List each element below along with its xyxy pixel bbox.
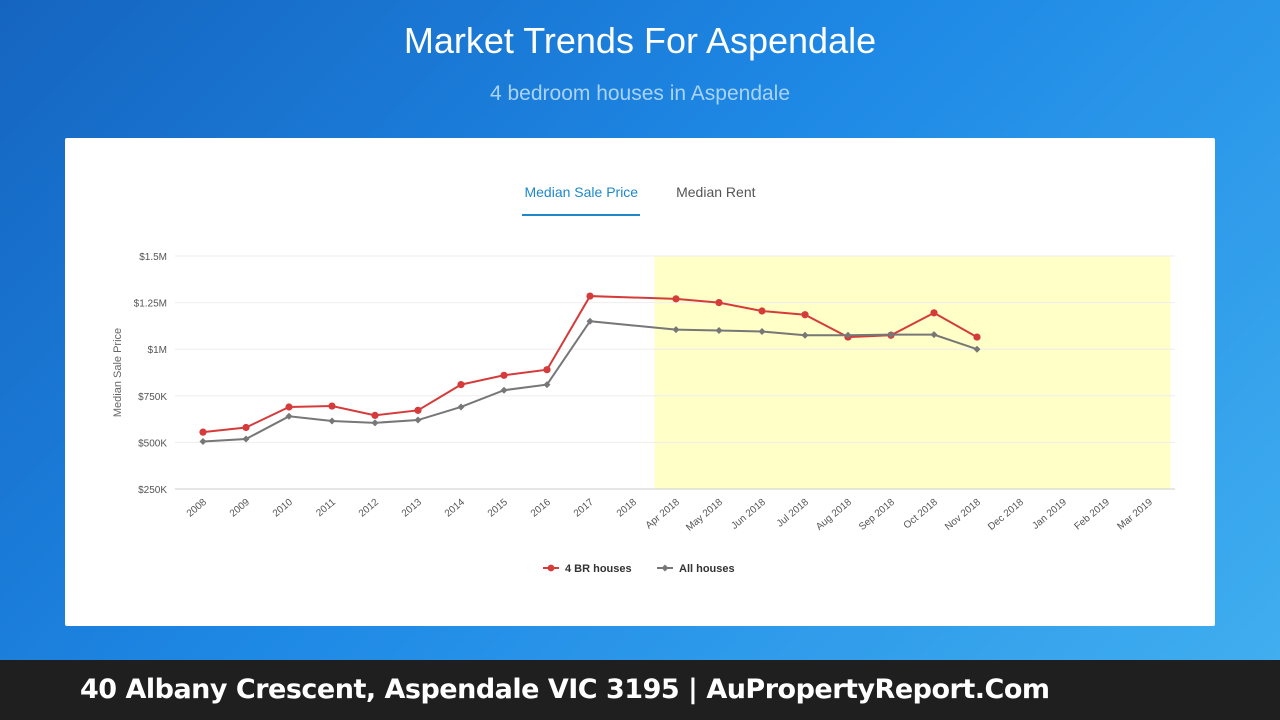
y-tick-label: $250K (138, 485, 167, 496)
x-tick-label: Oct 2018 (902, 497, 940, 532)
data-point (199, 428, 207, 436)
x-tick-label: 2018 (615, 497, 639, 520)
y-tick-label: $1.5M (139, 252, 167, 263)
data-point (887, 331, 895, 339)
data-point (801, 311, 809, 319)
data-point (457, 381, 465, 389)
data-point (672, 295, 680, 303)
data-point (242, 435, 250, 443)
line-chart: $250K $500K $750K $1M $1.25M $1.5M Median Sale… (112, 252, 1175, 575)
data-point (586, 292, 594, 300)
data-point (930, 331, 938, 339)
data-point (844, 331, 852, 339)
x-tick-label: Jun 2018 (729, 497, 768, 532)
x-tick-label: Feb 2019 (1072, 497, 1112, 533)
data-point (543, 366, 551, 374)
y-tick-label: $750K (138, 392, 167, 403)
y-tick-label: $500K (138, 438, 167, 449)
series-all-houses (199, 317, 981, 445)
x-tick-label: 2009 (228, 497, 252, 520)
x-tick-label: 2012 (357, 497, 381, 520)
page-subtitle: 4 bedroom houses in Aspendale (489, 82, 791, 105)
footer-address: 40 Albany Crescent, Aspendale VIC 3195 |… (80, 674, 1050, 705)
data-point (973, 333, 981, 341)
data-point (285, 412, 293, 420)
data-point (371, 411, 379, 419)
data-point (371, 419, 379, 427)
data-point (973, 345, 981, 353)
data-point (715, 327, 723, 335)
data-point (199, 437, 207, 445)
x-tick-label: Dec 2018 (986, 497, 1026, 533)
data-point (758, 327, 766, 335)
x-tick-label: 2011 (314, 497, 338, 520)
x-tick-label: 2015 (486, 497, 510, 520)
footer-bar: 40 Albany Crescent, Aspendale VIC 3195 |… (0, 660, 1280, 720)
series-4br-houses (199, 292, 981, 436)
data-point (500, 371, 508, 379)
data-point (543, 381, 551, 389)
x-tick-label: 2014 (443, 497, 467, 520)
y-axis-label: Median Sale Price (112, 328, 124, 417)
forecast-highlight-band (654, 256, 1171, 489)
data-point (758, 307, 766, 315)
x-tick-label: Jan 2019 (1030, 497, 1069, 532)
data-point (500, 386, 508, 394)
x-tick-label: 2013 (400, 497, 424, 520)
x-tick-label: 2010 (271, 497, 295, 520)
series-line (202, 320, 978, 443)
legend-marker (661, 564, 669, 572)
legend-marker (547, 564, 555, 572)
x-tick-label: 2016 (529, 497, 553, 520)
data-point (801, 331, 809, 339)
x-tick-label: Aug 2018 (814, 497, 854, 533)
data-point (285, 403, 293, 411)
data-point (414, 406, 422, 414)
tab-median-sale-price[interactable]: Median Sale Price (522, 182, 641, 216)
tab-bar: Median Sale Price Median Rent (65, 182, 1215, 216)
x-tick-label: Jul 2018 (775, 497, 811, 530)
series-line (202, 295, 978, 434)
tab-median-rent[interactable]: Median Rent (676, 184, 756, 200)
data-point (414, 416, 422, 424)
x-tick-label: May 2018 (684, 497, 725, 534)
x-tick-label: 2008 (185, 497, 209, 520)
legend-label: 4 BR houses (565, 563, 632, 575)
y-tick-label: $1.25M (134, 299, 167, 310)
data-point (672, 326, 680, 334)
legend-label: All houses (679, 563, 735, 575)
data-point (242, 423, 250, 432)
page-title: Market Trends For Aspendale (403, 20, 877, 61)
data-point (586, 317, 594, 325)
x-tick-label: 2017 (572, 497, 596, 520)
x-tick-label: Mar 2019 (1115, 497, 1155, 533)
x-tick-label: Apr 2018 (644, 497, 682, 532)
x-tick-label: Sep 2018 (857, 497, 897, 533)
x-tick-label: Nov 2018 (943, 497, 983, 533)
legend: 4 BR houses All houses (543, 563, 735, 575)
data-point (328, 417, 336, 425)
data-point (930, 309, 938, 317)
chart-card: Median Sale Price Median Rent $250K $500K… (65, 138, 1215, 626)
data-point (328, 402, 336, 410)
data-point (715, 299, 723, 307)
y-tick-label: $1M (148, 345, 167, 356)
data-point (457, 403, 465, 411)
